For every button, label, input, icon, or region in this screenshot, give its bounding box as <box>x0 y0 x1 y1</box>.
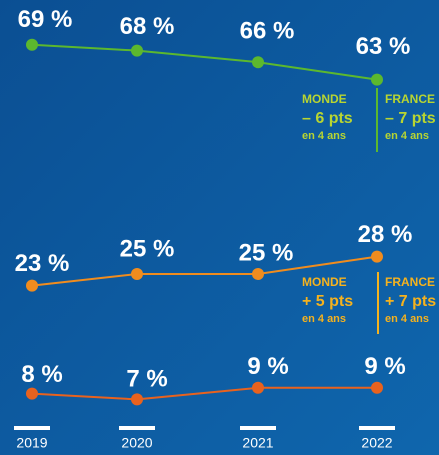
line <box>31 255 378 287</box>
value-label: 25 % <box>239 239 294 266</box>
annotation-note: en 4 ans <box>302 130 346 142</box>
point <box>26 387 38 400</box>
point <box>252 268 264 280</box>
annotation-note: en 4 ans <box>385 130 429 142</box>
line <box>31 386 377 401</box>
point <box>131 393 143 406</box>
value-label: 9 % <box>364 353 405 380</box>
point <box>252 381 264 394</box>
point <box>252 56 264 69</box>
x-tick-label: 2021 <box>242 435 273 451</box>
point <box>131 44 143 57</box>
value-label: 8 % <box>21 361 62 388</box>
x-tick <box>240 426 276 430</box>
line <box>31 43 378 81</box>
value-label: 7 % <box>126 366 167 393</box>
x-tick <box>14 426 50 430</box>
value-label: 23 % <box>15 250 70 277</box>
point <box>26 279 38 292</box>
annotation-value: + 5 pts <box>302 293 353 310</box>
value-label: 9 % <box>247 353 288 380</box>
annotation-label: MONDE <box>302 92 347 106</box>
x-tick-label: 2019 <box>16 435 47 451</box>
point <box>371 381 383 394</box>
annotation-label: MONDE <box>302 275 347 289</box>
annotation-value: – 7 pts <box>385 110 436 127</box>
value-label: 68 % <box>120 13 175 40</box>
point <box>131 268 143 280</box>
value-label: 69 % <box>18 6 73 33</box>
x-tick-label: 2022 <box>361 435 392 451</box>
point <box>26 38 38 51</box>
value-label: 63 % <box>356 33 411 60</box>
annotation-value: – 6 pts <box>302 110 353 127</box>
annotation-label: FRANCE <box>385 92 435 106</box>
value-label: 28 % <box>358 221 413 248</box>
annotation-note: en 4 ans <box>302 313 346 325</box>
value-label: 25 % <box>120 235 175 262</box>
x-tick-label: 2020 <box>121 435 152 451</box>
annotation-value: + 7 pts <box>385 293 436 310</box>
x-tick <box>359 426 395 430</box>
annotation-label: FRANCE <box>385 275 435 289</box>
x-tick <box>119 426 155 430</box>
annotation-note: en 4 ans <box>385 313 429 325</box>
value-label: 66 % <box>240 18 295 45</box>
point <box>371 73 383 86</box>
point <box>371 250 383 263</box>
